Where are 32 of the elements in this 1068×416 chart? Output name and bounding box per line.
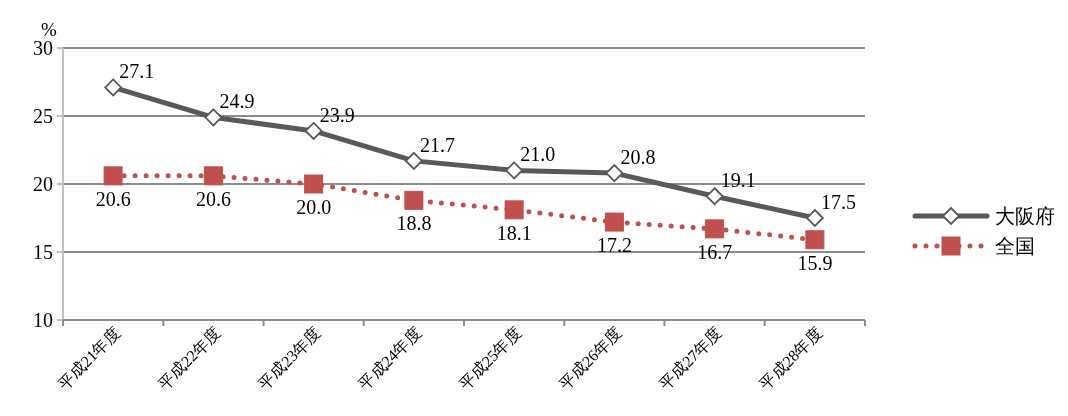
data-label: 20.8	[620, 146, 656, 169]
data-label: 24.9	[219, 90, 255, 113]
xtick-label: 平成28年度	[756, 324, 825, 393]
xtick-label: 平成21年度	[54, 324, 124, 393]
ytick-label: 10	[33, 309, 53, 331]
ytick-label: 15	[33, 241, 53, 263]
xtick-label: 平成24年度	[355, 324, 424, 393]
data-label: 18.8	[396, 212, 432, 235]
ytick-label: 25	[33, 105, 53, 127]
data-label: 21.0	[520, 143, 556, 166]
data-label: 20.6	[195, 187, 231, 210]
data-label: 21.7	[419, 133, 455, 156]
legend-label: 全国	[995, 235, 1035, 257]
ytick-label: 20	[33, 173, 53, 195]
data-label: 17.2	[596, 234, 632, 257]
xtick-label: 平成22年度	[154, 324, 224, 393]
legend-label: 大阪府	[995, 205, 1055, 227]
xtick-label: 平成25年度	[455, 324, 525, 393]
ylabel: %	[41, 19, 57, 40]
data-label: 27.1	[119, 60, 155, 83]
xtick-label: 平成27年度	[656, 324, 725, 393]
data-label: 15.9	[797, 251, 833, 274]
data-label: 23.9	[319, 103, 355, 126]
data-label: 18.1	[496, 221, 532, 244]
data-label: 16.7	[697, 240, 733, 263]
data-label: 20.0	[296, 196, 332, 218]
data-label: 20.6	[95, 187, 131, 210]
ytick-label: 30	[33, 37, 53, 59]
data-label: 17.5	[820, 191, 856, 213]
xtick-label: 平成26年度	[555, 324, 625, 393]
xtick-label: 平成23年度	[255, 324, 324, 393]
data-label: 19.1	[720, 169, 756, 192]
